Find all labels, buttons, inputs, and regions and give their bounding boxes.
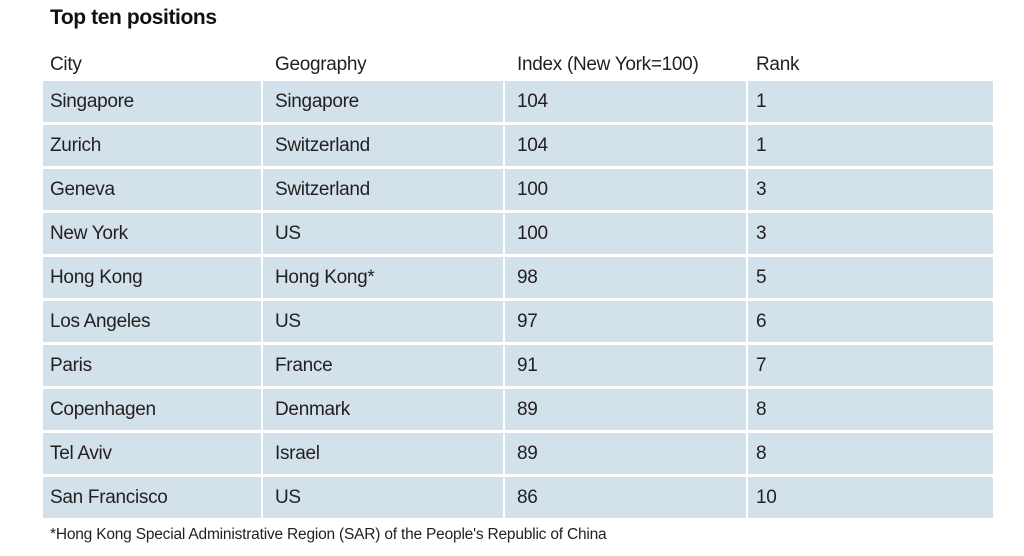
cell-city: Copenhagen <box>43 389 261 430</box>
column-header-rank: Rank <box>756 53 800 75</box>
column-header-city: City <box>50 53 82 75</box>
cell-geography: Israel <box>263 433 503 474</box>
cell-city: Los Angeles <box>43 301 261 342</box>
table-row: Paris France 91 7 <box>43 345 993 386</box>
cell-geography: Singapore <box>263 81 503 122</box>
cell-city: Tel Aviv <box>43 433 261 474</box>
cell-rank: 10 <box>748 477 993 518</box>
cell-rank: 5 <box>748 257 993 298</box>
page-title: Top ten positions <box>50 6 217 29</box>
cell-geography: Denmark <box>263 389 503 430</box>
table-row: Copenhagen Denmark 89 8 <box>43 389 993 430</box>
column-header-index: Index (New York=100) <box>517 53 699 75</box>
table-row: Tel Aviv Israel 89 8 <box>43 433 993 474</box>
table-row: Zurich Switzerland 104 1 <box>43 125 993 166</box>
cell-rank: 8 <box>748 389 993 430</box>
table-row: Geneva Switzerland 100 3 <box>43 169 993 210</box>
cell-rank: 7 <box>748 345 993 386</box>
cell-geography: Switzerland <box>263 125 503 166</box>
cell-index: 86 <box>505 477 746 518</box>
cell-geography: France <box>263 345 503 386</box>
cell-rank: 3 <box>748 213 993 254</box>
cell-geography: US <box>263 213 503 254</box>
table-row: Singapore Singapore 104 1 <box>43 81 993 122</box>
cell-rank: 6 <box>748 301 993 342</box>
cell-index: 104 <box>505 81 746 122</box>
table-row: San Francisco US 86 10 <box>43 477 993 518</box>
cell-index: 91 <box>505 345 746 386</box>
cell-rank: 1 <box>748 81 993 122</box>
table-row: New York US 100 3 <box>43 213 993 254</box>
cell-rank: 8 <box>748 433 993 474</box>
cell-index: 104 <box>505 125 746 166</box>
cell-geography: Switzerland <box>263 169 503 210</box>
cell-city: Zurich <box>43 125 261 166</box>
cell-rank: 3 <box>748 169 993 210</box>
top-ten-positions-table: City Geography Index (New York=100) Rank… <box>43 48 993 521</box>
cell-index: 98 <box>505 257 746 298</box>
cell-index: 100 <box>505 169 746 210</box>
cell-index: 100 <box>505 213 746 254</box>
cell-rank: 1 <box>748 125 993 166</box>
table-header-row: City Geography Index (New York=100) Rank <box>43 48 993 81</box>
cell-city: Hong Kong <box>43 257 261 298</box>
table-row: Hong Kong Hong Kong* 98 5 <box>43 257 993 298</box>
cell-index: 97 <box>505 301 746 342</box>
cell-city: New York <box>43 213 261 254</box>
cell-geography: Hong Kong* <box>263 257 503 298</box>
cell-city: San Francisco <box>43 477 261 518</box>
footnote: *Hong Kong Special Administrative Region… <box>50 526 607 543</box>
cell-city: Geneva <box>43 169 261 210</box>
cell-geography: US <box>263 301 503 342</box>
cell-index: 89 <box>505 433 746 474</box>
column-header-geography: Geography <box>275 53 367 75</box>
table-row: Los Angeles US 97 6 <box>43 301 993 342</box>
cell-index: 89 <box>505 389 746 430</box>
cell-city: Singapore <box>43 81 261 122</box>
cell-geography: US <box>263 477 503 518</box>
cell-city: Paris <box>43 345 261 386</box>
